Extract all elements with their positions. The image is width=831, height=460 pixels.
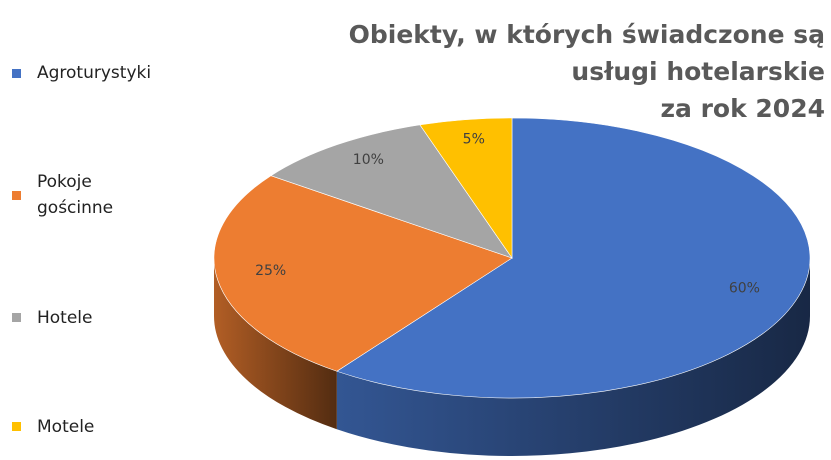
legend-label: Agroturystyki <box>37 63 152 83</box>
legend-item: Hotele <box>12 305 137 331</box>
data-label: 5% <box>463 132 485 148</box>
slice <box>213 175 513 372</box>
legend-swatch <box>12 313 21 323</box>
data-label: 60% <box>729 280 760 296</box>
legend-label: Pokoje gościnne <box>37 172 114 219</box>
legend-swatch <box>12 190 21 200</box>
legend: Agroturystyki Pokoje gościnne Hotele Motele <box>12 60 152 440</box>
slice <box>419 117 513 259</box>
legend-swatch <box>12 422 21 432</box>
legend-label: Motele <box>37 416 95 437</box>
title-line: usługi hotelarskie <box>571 57 825 86</box>
chart-title: Obiekty, w których świadczone są usługi … <box>349 16 825 127</box>
slice-side <box>214 258 337 430</box>
legend-swatch <box>12 68 21 78</box>
data-label: 25% <box>255 263 286 279</box>
slice <box>336 117 811 399</box>
title-line: za rok 2024 <box>660 94 825 123</box>
slice-side <box>336 258 811 457</box>
slice <box>270 124 513 259</box>
legend-item: Pokoje gościnne <box>12 169 137 221</box>
legend-item: Motele <box>12 414 137 440</box>
legend-label: Hotele <box>37 307 93 328</box>
data-label: 10% <box>353 152 384 168</box>
legend-item: Agroturystyki <box>12 60 152 86</box>
title-line: Obiekty, w których świadczone są <box>348 20 825 49</box>
